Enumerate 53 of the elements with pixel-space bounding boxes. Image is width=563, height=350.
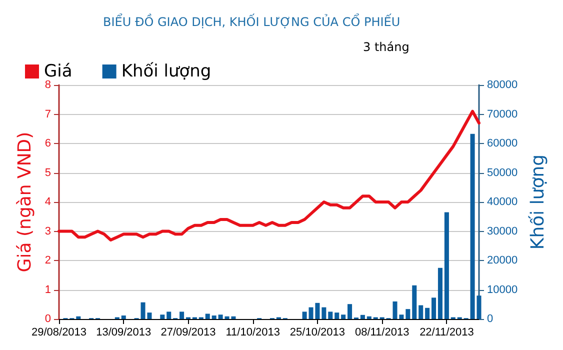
bar [360, 314, 365, 319]
y-tick-label: 8 [44, 79, 52, 91]
legend-label: Khối lượng [121, 62, 212, 82]
x-tick-label: 27/09/2013 [160, 326, 216, 338]
x-tick-label: 29/08/2013 [31, 326, 87, 338]
y-tick-label: 7 [44, 108, 52, 120]
y2-tick-label: 70000 [487, 108, 518, 120]
x-tick-label: 25/10/2013 [290, 326, 345, 338]
y-tick-label: 3 [44, 225, 52, 238]
y-tick-label: 6 [44, 138, 52, 150]
x-tick-label: 11/10/2013 [226, 326, 280, 338]
bar [334, 312, 340, 319]
y-axis-title: Giá (ngàn VND) [14, 132, 36, 272]
y2-tick-label: 0 [487, 313, 494, 325]
bar [412, 285, 417, 319]
bar [432, 298, 436, 319]
bar [438, 268, 442, 319]
bar [180, 312, 184, 319]
y2-tick-label: 20000 [487, 254, 518, 266]
y2-axis-title: Khối lượng [528, 154, 548, 250]
y-tick-label: 5 [44, 166, 52, 179]
bar [406, 309, 410, 319]
bar [366, 316, 372, 319]
y-tick-label: 4 [44, 196, 52, 208]
bar [160, 314, 165, 319]
bar [121, 315, 126, 319]
y-tick-label: 1 [44, 284, 52, 296]
bar [212, 315, 216, 319]
y2-tick-label: 50000 [487, 166, 518, 179]
bar [444, 212, 449, 319]
bar [425, 308, 430, 319]
bar [322, 307, 326, 319]
y2-tick-label: 80000 [487, 79, 518, 91]
x-tick-label: 13/09/2013 [96, 326, 152, 338]
line-series [58, 110, 480, 242]
y2-tick-label: 10000 [487, 284, 518, 296]
y2-tick-label: 40000 [487, 196, 518, 208]
chart-subtitle: 3 tháng [363, 40, 410, 54]
bar [348, 304, 352, 319]
bar [328, 312, 333, 319]
bar [341, 314, 346, 319]
chart-title: BIỂU ĐỒ GIAO DỊCH, KHỐI LƯỢNG CỦA CỔ PHIẾU [103, 13, 400, 29]
x-tick-label: 08/11/2013 [354, 326, 410, 338]
y2-tick-label: 30000 [487, 225, 518, 238]
bar [166, 312, 172, 319]
y-tick-label: 2 [44, 254, 52, 266]
x-tick-label: 22/11/2013 [420, 326, 474, 338]
bar [76, 316, 81, 319]
y-tick-label: 0 [44, 313, 52, 325]
y2-tick-label: 60000 [487, 138, 518, 150]
bar [418, 305, 424, 319]
legend-label: Giá [44, 62, 72, 82]
bar [205, 314, 210, 319]
